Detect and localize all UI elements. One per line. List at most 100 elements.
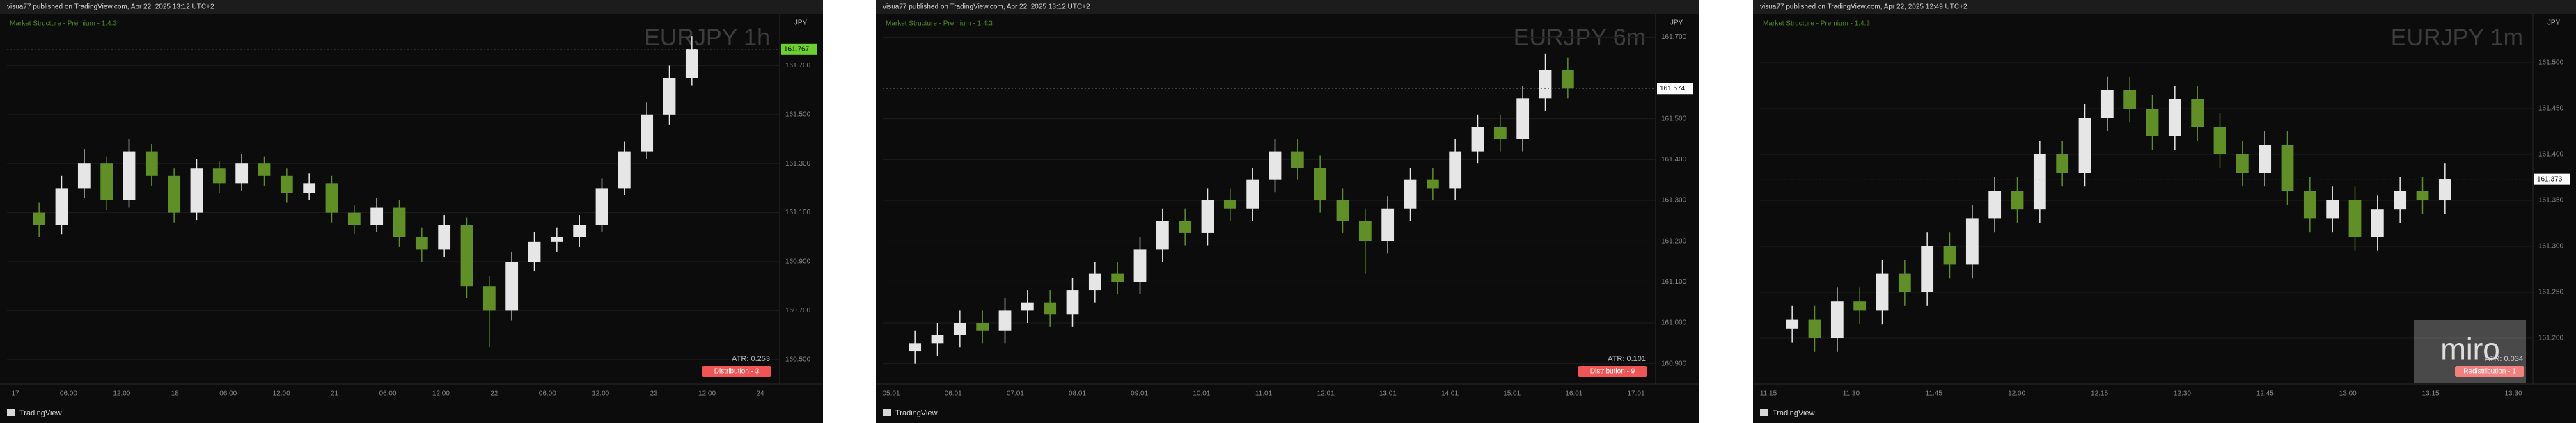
candle-body [1830,301,1844,338]
candle-body [1066,290,1079,315]
candle-body [415,237,428,250]
x-tick-label: 17 [11,390,19,398]
candle-body [55,188,68,225]
candle-body [663,78,676,115]
candle-body [235,163,249,184]
last-price-label: 161.373 [2537,175,2563,183]
x-tick-label: 12:15 [2091,390,2108,398]
atr-label: ATR: 0.034 [2485,355,2523,363]
header-text: visua77 published on TradingView.com, Ap… [883,3,1090,11]
candle-body [347,212,361,225]
candle-body [1808,319,1821,338]
header-bar [1753,0,2576,14]
x-tick-label: 12:00 [113,390,130,398]
x-tick-label: 13:01 [1379,390,1397,398]
y-tick-label: 161.500 [785,111,811,118]
y-tick-label: 161.350 [2538,197,2564,205]
candle-body [528,241,541,262]
y-tick-label: 161.200 [1661,237,1687,245]
candle-body [1876,273,1889,311]
indicator-label: Market Structure - Premium - 1.4.3 [886,20,993,28]
y-tick-label: 161.000 [1661,319,1687,327]
symbol-watermark: EURJPY 1m [2391,24,2523,51]
y-tick-label: 161.100 [785,209,811,216]
x-tick-label: 12:01 [1317,390,1335,398]
last-price-box [781,43,817,55]
candle-body [258,163,271,176]
x-tick-label: 12:30 [2174,390,2191,398]
y-tick-label: 161.300 [785,160,811,168]
y-tick-label: 160.900 [1661,360,1687,367]
candle-body [2033,154,2046,210]
x-tick-label: 09:01 [1131,390,1148,398]
chart-panel: visua77 published on TradingView.com, Ap… [876,0,1699,423]
footer-text: TradingView [895,409,938,417]
chart-panel: visua77 published on TradingView.com, Ap… [0,0,823,423]
y-tick-label: 161.100 [1661,278,1687,286]
candle-body [168,175,181,213]
x-tick-label: 13:15 [2422,390,2440,398]
x-tick-label: 14:01 [1441,390,1459,398]
x-tick-label: 06:00 [219,390,237,398]
candle-body [2168,99,2181,136]
atr-label: ATR: 0.101 [1608,355,1646,363]
candle-body [33,212,46,225]
candle-body [325,183,338,213]
candle-body [100,163,113,200]
candle-body [1516,98,1530,139]
y-tick-label: 161.500 [2538,59,2564,67]
x-tick-label: 07:01 [1007,390,1024,398]
x-tick-label: 06:01 [945,390,962,398]
x-tick-label: 08:01 [1069,390,1086,398]
y-tick-label: 161.200 [2538,335,2564,342]
candle-body [1471,127,1484,152]
candle-body [1291,151,1304,168]
header-text: visua77 published on TradingView.com, Ap… [7,3,214,11]
x-tick-label: 13:00 [2339,390,2357,398]
candle-body [998,310,1012,331]
footer-text: TradingView [1773,409,1815,417]
candle-body [1404,179,1417,209]
candle-body [1853,301,1867,311]
candle-body [618,151,631,189]
badge-label: Redistribution - 1 [2463,368,2516,376]
x-tick-label: 12:00 [2008,390,2025,398]
candle-body [2416,191,2429,200]
candle-body [1021,302,1034,311]
candle-body [1426,179,1439,189]
footer-logo [883,409,891,416]
x-tick-label: 21 [331,390,339,398]
x-tick-label: 12:00 [432,390,450,398]
candle-body [1156,221,1169,250]
candle-body [145,151,158,176]
candle-body [1088,273,1101,291]
x-tick-label: 13:30 [2504,390,2522,398]
x-tick-label: 11:30 [1843,390,1860,398]
candle-body [370,207,384,225]
x-tick-label: 15:01 [1503,390,1521,398]
candle-body [2303,191,2316,219]
x-tick-label: 05:01 [882,390,900,398]
candle-body [438,225,451,250]
candle-body [2146,109,2159,136]
candle-body [1786,319,1799,329]
candle-body [550,237,563,242]
x-tick-label: 12:00 [698,390,716,398]
indicator-label: Market Structure - Premium - 1.4.3 [10,20,117,28]
chart-panel: visua77 published on TradingView.com, Ap… [1753,0,2576,423]
candle-body [2078,118,2091,173]
header-bar [876,0,1699,14]
candle-body [931,335,944,344]
last-price-box [1657,83,1693,95]
candle-body [1133,249,1147,282]
last-price-label: 161.574 [1660,85,1686,93]
x-tick-label: 22 [490,390,498,398]
candle-body [1246,179,1259,209]
candle-body [1223,200,1236,209]
candle-body [685,49,698,78]
candle-body [2326,200,2339,219]
x-tick-label: 23 [650,390,659,398]
candle-body [953,323,966,335]
x-tick-label: 12:00 [273,390,290,398]
panel-background [1753,0,2576,423]
